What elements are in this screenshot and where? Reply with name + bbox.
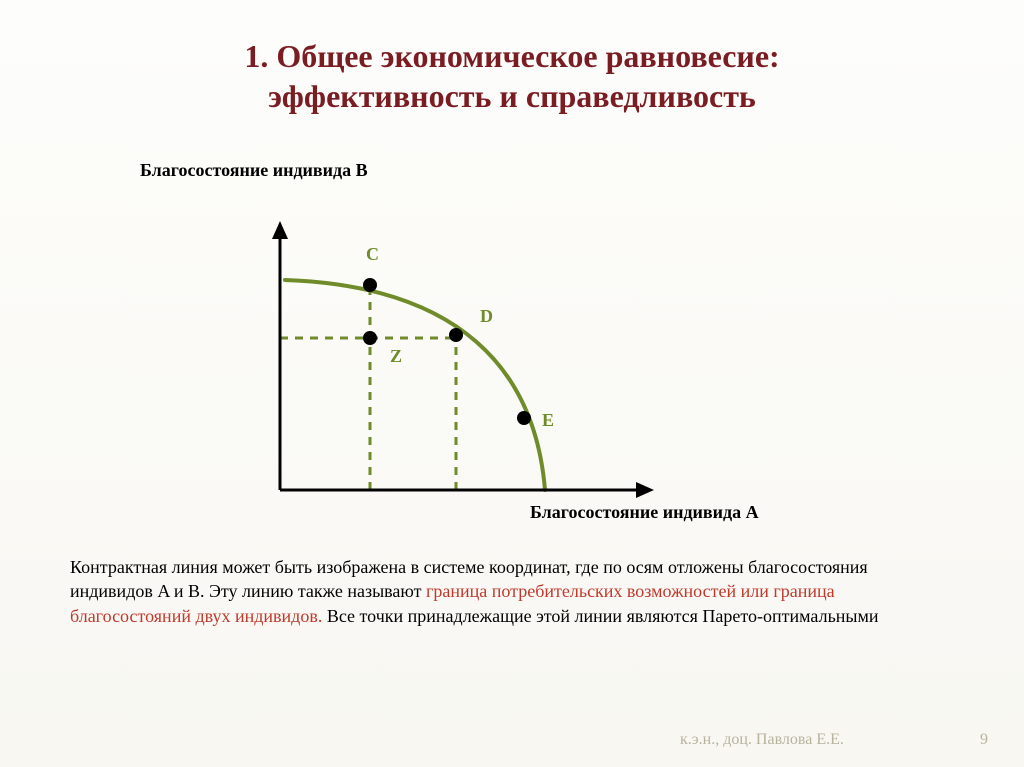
title-line-1: 1. Общее экономическое равновесие: bbox=[0, 36, 1024, 76]
y-axis-label: Благосостояние индивида В bbox=[140, 160, 368, 181]
footer-author: к.э.н., доц. Павлова Е.Е. bbox=[680, 731, 844, 749]
ppf-chart: C D Z E bbox=[270, 190, 700, 555]
svg-text:E: E bbox=[542, 410, 554, 430]
x-axis-label: Благосостояние индивида А bbox=[530, 502, 759, 523]
chart-svg: C D Z E bbox=[270, 190, 700, 550]
svg-text:C: C bbox=[366, 244, 379, 264]
svg-text:Z: Z bbox=[390, 346, 402, 366]
svg-text:D: D bbox=[480, 306, 493, 326]
slide-title: 1. Общее экономическое равновесие: эффек… bbox=[0, 36, 1024, 116]
body-text: Контрактная линия может быть изображена … bbox=[70, 555, 944, 628]
title-line-2: эффективность и справедливость bbox=[0, 76, 1024, 116]
slide: 1. Общее экономическое равновесие: эффек… bbox=[0, 0, 1024, 767]
footer-page: 9 bbox=[980, 731, 988, 749]
body-suffix: Все точки принадлежащие этой линии являю… bbox=[327, 606, 879, 626]
